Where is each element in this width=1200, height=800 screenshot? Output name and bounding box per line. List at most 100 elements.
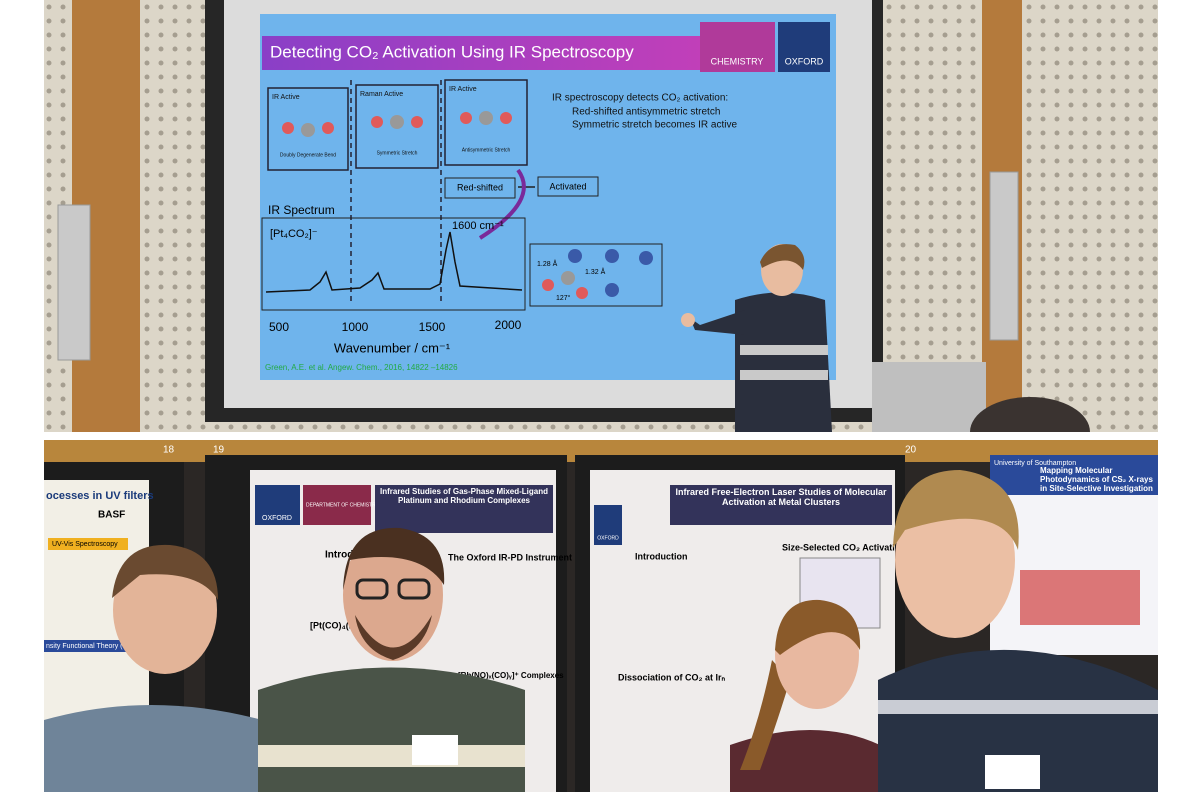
- speaker-box: [989, 171, 1019, 341]
- slide-title: Detecting CO₂ Activation Using IR Spectr…: [270, 42, 634, 61]
- figure: [1020, 570, 1140, 625]
- activated-label: Activated: [549, 181, 586, 191]
- sweater: [878, 649, 1158, 792]
- poster-section: UV-Vis Spectroscopy: [52, 541, 118, 548]
- poster-title: Infrared Free-Electron Laser Studies of …: [675, 487, 887, 507]
- tick-label: 1000: [342, 320, 369, 334]
- sweater: [44, 705, 262, 792]
- mode-caption: Symmetric Stretch: [377, 150, 418, 156]
- dept-logo: [303, 485, 371, 525]
- poster-university: University of Southampton: [994, 460, 1076, 467]
- atom: [568, 249, 582, 263]
- citation: Green, A.E. et al. Angew. Chem., 2016, 1…: [265, 363, 458, 372]
- mode-boxes: [267, 79, 528, 305]
- arm: [690, 310, 745, 335]
- mode-caption: Doubly Degenerate Bend: [280, 152, 336, 158]
- axis-label: Wavenumber / cm⁻¹: [334, 340, 451, 355]
- oxford-logo: [255, 485, 300, 525]
- atom: [500, 112, 512, 124]
- tick-label: 2000: [495, 318, 522, 332]
- oxford-logo: [594, 505, 622, 545]
- logo-box: [700, 22, 775, 72]
- presenter: [681, 244, 832, 432]
- audience-head: [970, 397, 1090, 432]
- stripe: [740, 370, 828, 380]
- spectrum-curve: [265, 231, 523, 293]
- mode-box: [355, 84, 439, 169]
- person-4: [878, 470, 1158, 792]
- bullet: Symmetric stretch becomes IR active: [572, 120, 737, 131]
- label-box: [444, 177, 516, 199]
- poster-photo: 18 ocesses in UV filters BASF UV-Vis Spe…: [44, 440, 1158, 792]
- atom: [576, 287, 588, 299]
- poster-section: nsity Functional Theory (TD-DFT): [46, 643, 150, 650]
- poster-section: Size-Selected CO₂ Activation at Rhₙ: [782, 542, 935, 552]
- poster-title: Mapping Molecular Photodynamics of CS₂ X…: [1040, 466, 1153, 493]
- logo-text: DEPARTMENT OF CHEMISTRY: [306, 502, 380, 508]
- title-box: Infrared Studies of Gas-Phase Mixed-Liga…: [380, 487, 548, 505]
- atom: [390, 115, 404, 129]
- poster-section: Introduction: [635, 551, 688, 561]
- atom: [479, 111, 493, 125]
- atom: [561, 271, 575, 285]
- ponytail: [740, 660, 790, 770]
- glasses: [355, 578, 389, 600]
- section-bar: [48, 538, 128, 550]
- spectrum-title: IR Spectrum: [268, 203, 335, 217]
- atom: [542, 279, 554, 291]
- mode-box: [444, 79, 528, 166]
- atom: [460, 112, 472, 124]
- molecules: [282, 111, 512, 137]
- spectrum-box: [261, 217, 526, 311]
- title-box: Mapping Molecular Photodynamics of CS₂ X…: [1040, 466, 1153, 493]
- poster-section: The Oxford IR-PD Instrument: [448, 552, 572, 562]
- lecture-photo: Detecting CO₂ Activation Using IR Spectr…: [44, 0, 1158, 432]
- bullet: Red-shifted antisymmetric stretch: [572, 107, 720, 118]
- poster-section: Dissociation of CO₂ at Irₙ: [618, 672, 726, 682]
- logo-text: CHEMISTRY: [711, 56, 764, 66]
- mode-box: [267, 87, 349, 171]
- sweater: [258, 667, 525, 792]
- label-box: [537, 176, 599, 197]
- poster-title: ocesses in UV filters: [46, 490, 154, 502]
- red-shifted-label: Red-shifted: [457, 182, 503, 192]
- stripe: [740, 345, 828, 355]
- poster-number: 19: [213, 445, 225, 456]
- mode-label: Raman Active: [360, 91, 403, 98]
- species-label: [Pt₄CO₂]⁻: [270, 228, 318, 240]
- person-3: [730, 599, 880, 792]
- hair: [112, 544, 218, 600]
- stripe: [258, 745, 525, 767]
- peak-label: 1600 cm⁻¹: [452, 220, 504, 232]
- bond-label: 1.28 Å: [537, 259, 558, 268]
- bond-label: 1.32 Å: [585, 267, 606, 276]
- mode-caption: Antisymmetric Stretch: [462, 147, 511, 153]
- logo-box: [778, 22, 830, 72]
- hair: [775, 599, 861, 655]
- spectrum-ticks: 500 1000 1500 2000: [269, 318, 522, 334]
- angle-label: 127°: [556, 294, 571, 302]
- atom: [605, 283, 619, 297]
- atom: [639, 251, 653, 265]
- mode-label: IR Active: [272, 94, 300, 101]
- poster-number: 20: [905, 445, 917, 456]
- title-bar: [375, 485, 553, 533]
- poster-number: 18: [163, 445, 175, 456]
- logo-text: OXFORD: [597, 535, 619, 541]
- poster-section: [Rh(NO)ₓ(CO)ᵧ]⁺ Complexes: [458, 671, 564, 680]
- hair: [760, 244, 805, 270]
- sweater: [735, 292, 832, 432]
- glasses: [397, 578, 431, 600]
- curved-arrow: [478, 168, 526, 240]
- slide-header: [262, 36, 700, 70]
- desk-monitor: [872, 362, 986, 432]
- logo-text: OXFORD: [785, 56, 824, 66]
- atom: [371, 116, 383, 128]
- tick-label: 1500: [419, 320, 446, 334]
- atom: [322, 122, 334, 134]
- atom: [605, 249, 619, 263]
- atom: [282, 122, 294, 134]
- stripe: [878, 700, 1158, 714]
- mode-label: IR Active: [449, 86, 477, 93]
